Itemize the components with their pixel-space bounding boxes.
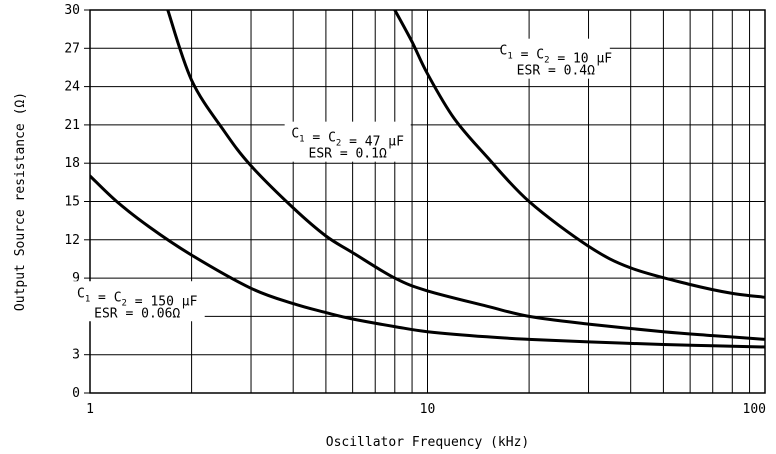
y-tick-label: 0 (72, 386, 80, 401)
annotation-line1: C1 = C2 = 150 μF (77, 286, 198, 309)
x-tick-label: 100 (743, 402, 766, 417)
x-tick-labels: 1 10 100 (86, 402, 766, 417)
x-tick-label: 1 (86, 402, 94, 417)
annotation-line2: ESR = 0.4Ω (517, 64, 595, 79)
y-tick-labels: 036912151821242730 (64, 3, 90, 401)
x-axis-title: Oscillator Frequency (kHz) (326, 435, 530, 450)
x-tick-label: 10 (420, 402, 436, 417)
curve-150uf (90, 174, 765, 349)
y-tick-label: 27 (64, 41, 80, 56)
y-tick-label: 3 (72, 348, 80, 363)
y-tick-label: 21 (64, 118, 80, 133)
annotation-line1: C1 = C2 = 10 μF (500, 44, 613, 67)
annotation-bg (284, 121, 411, 162)
y-tick-label: 15 (64, 195, 80, 210)
y-tick-label: 9 (72, 271, 80, 286)
curve-47uf (166, 10, 765, 341)
annotation-bg (501, 38, 610, 79)
y-tick-label: 30 (64, 3, 80, 18)
grid (90, 10, 765, 393)
y-tick-label: 18 (64, 156, 80, 171)
annotation-line2: ESR = 0.06Ω (94, 306, 180, 321)
y-axis-title: Output Source resistance (Ω) (13, 92, 28, 311)
y-tick-label: 12 (64, 233, 80, 248)
curve-10uf (393, 10, 765, 299)
annotation-line2: ESR = 0.1Ω (309, 147, 387, 162)
annotation-line1: C1 = C2 = 47 μF (291, 127, 404, 150)
annotation-bg (69, 281, 205, 322)
y-tick-label: 24 (64, 80, 80, 95)
curves (90, 10, 765, 349)
